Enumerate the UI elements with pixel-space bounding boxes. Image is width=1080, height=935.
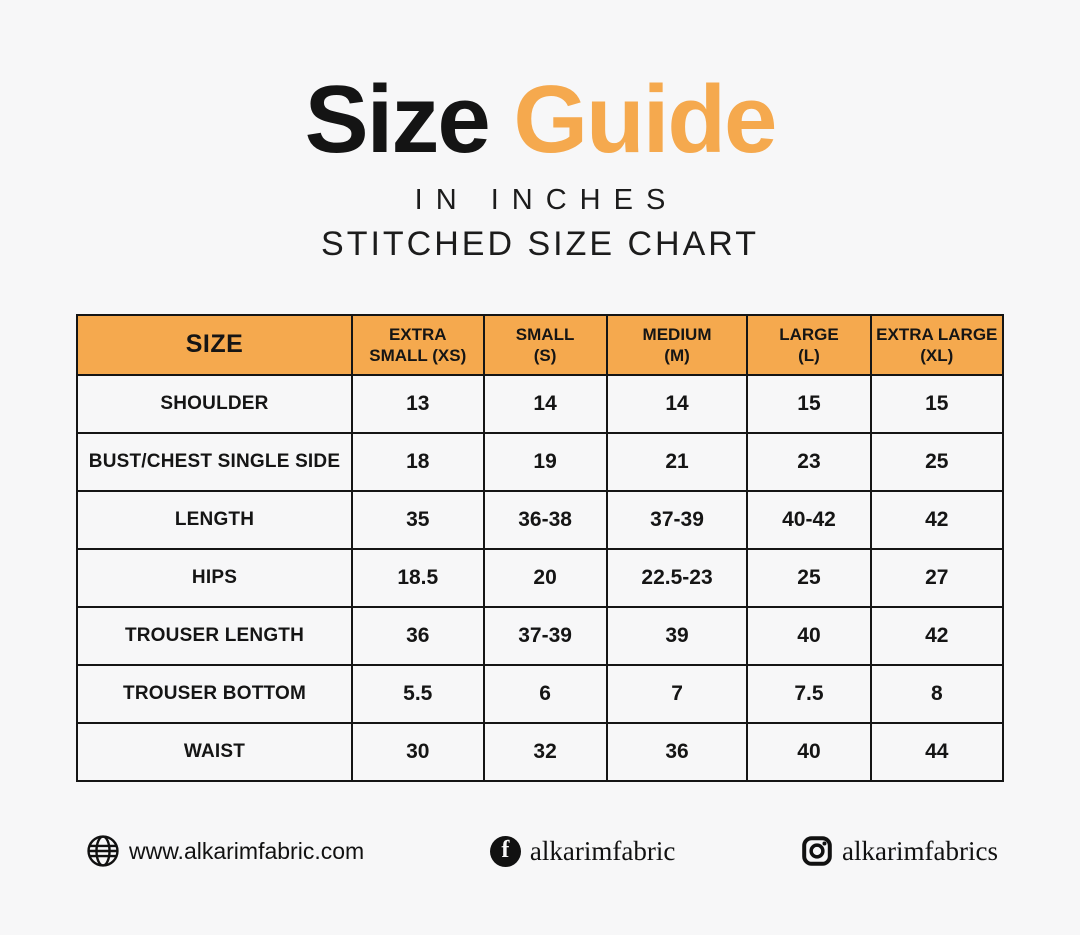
table-row-trouser-length: TROUSER LENGTH 36 37-39 39 40 42 [75, 606, 1005, 666]
row-label: TROUSER LENGTH [75, 606, 354, 666]
row-label: TROUSER BOTTOM [75, 664, 354, 724]
cell-value: 25 [869, 432, 1005, 492]
table-row-bust-chest: BUST/CHEST SINGLE SIDE 18 19 21 23 25 [75, 432, 1005, 492]
cell-value: 15 [869, 374, 1005, 434]
table-row-trouser-bottom: TROUSER BOTTOM 5.5 6 7 7.5 8 [75, 664, 1005, 724]
cell-value: 36 [605, 722, 749, 782]
cell-value: 37-39 [605, 490, 749, 550]
row-label: SHOULDER [75, 374, 354, 434]
cell-value: 18.5 [351, 548, 485, 608]
row-label: LENGTH [75, 490, 354, 550]
cell-value: 8 [869, 664, 1005, 724]
cell-value: 42 [869, 490, 1005, 550]
cell-value: 7.5 [746, 664, 872, 724]
cell-value: 20 [482, 548, 608, 608]
cell-value: 13 [351, 374, 485, 434]
facebook-link[interactable]: f alkarimfabric [489, 835, 676, 867]
table-row-length: LENGTH 35 36-38 37-39 40-42 42 [75, 490, 1005, 550]
subtitle-in-inches: IN INCHES [414, 184, 679, 216]
facebook-icon: f [489, 835, 521, 867]
cell-value: 19 [482, 432, 608, 492]
column-header-extra-small: EXTRA SMALL (XS) [351, 314, 485, 376]
cell-value: 30 [351, 722, 485, 782]
cell-value: 25 [746, 548, 872, 608]
globe-icon [86, 834, 120, 868]
column-header-size: SIZE [75, 314, 354, 376]
cell-value: 36 [351, 606, 485, 666]
cell-value: 22.5-23 [605, 548, 749, 608]
column-header-small: SMALL (S) [482, 314, 608, 376]
size-chart-table: SIZE EXTRA SMALL (XS) SMALL (S) MEDIUM (… [75, 314, 1005, 782]
cell-value: 37-39 [482, 606, 608, 666]
table-header-row: SIZE EXTRA SMALL (XS) SMALL (S) MEDIUM (… [75, 314, 1005, 376]
row-label: WAIST [75, 722, 354, 782]
website-link[interactable]: www.alkarimfabric.com [86, 834, 364, 868]
column-header-large: LARGE (L) [746, 314, 872, 376]
instagram-icon [801, 835, 833, 867]
cell-value: 18 [351, 432, 485, 492]
cell-value: 23 [746, 432, 872, 492]
cell-value: 42 [869, 606, 1005, 666]
row-label: HIPS [75, 548, 354, 608]
cell-value: 27 [869, 548, 1005, 608]
cell-value: 32 [482, 722, 608, 782]
table-row-waist: WAIST 30 32 36 40 44 [75, 722, 1005, 782]
cell-value: 44 [869, 722, 1005, 782]
table-row-shoulder: SHOULDER 13 14 14 15 15 [75, 374, 1005, 434]
title-word-guide: Guide [513, 66, 777, 173]
cell-value: 5.5 [351, 664, 485, 724]
cell-value: 21 [605, 432, 749, 492]
row-label: BUST/CHEST SINGLE SIDE [75, 432, 354, 492]
cell-value: 39 [605, 606, 749, 666]
title-word-size: Size [304, 66, 491, 173]
cell-value: 36-38 [482, 490, 608, 550]
cell-value: 40 [746, 722, 872, 782]
instagram-handle: alkarimfabrics [842, 835, 998, 866]
subtitle-stitched-size-chart: STITCHED SIZE CHART [321, 225, 759, 263]
cell-value: 14 [605, 374, 749, 434]
cell-value: 35 [351, 490, 485, 550]
footer: www.alkarimfabric.com f alkarimfabric al… [0, 834, 1080, 868]
website-label: www.alkarimfabric.com [129, 837, 365, 864]
column-header-extra-large: EXTRA LARGE (XL) [869, 314, 1005, 376]
cell-value: 7 [605, 664, 749, 724]
facebook-handle: alkarimfabric [529, 835, 676, 866]
column-header-medium: MEDIUM (M) [605, 314, 749, 376]
cell-value: 40 [746, 606, 872, 666]
cell-value: 6 [482, 664, 608, 724]
instagram-link[interactable]: alkarimfabrics [801, 835, 998, 867]
table-row-hips: HIPS 18.5 20 22.5-23 25 27 [75, 548, 1005, 608]
page-title: Size Guide [0, 72, 1080, 168]
cell-value: 15 [746, 374, 872, 434]
cell-value: 14 [482, 374, 608, 434]
cell-value: 40-42 [746, 490, 872, 550]
